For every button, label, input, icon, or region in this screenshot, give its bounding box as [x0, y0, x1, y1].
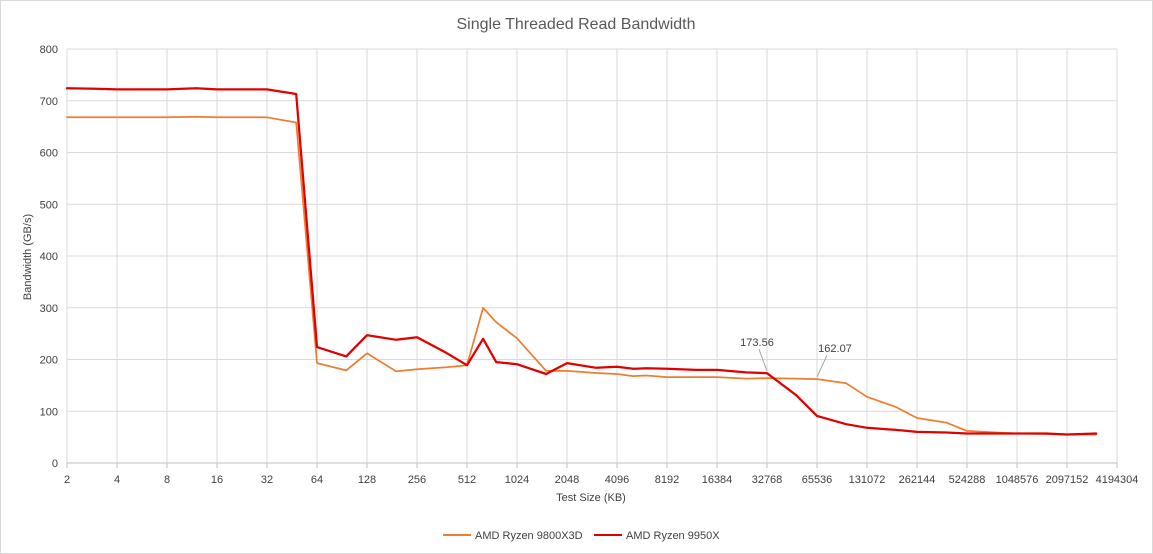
y-tick-label: 400	[40, 251, 58, 263]
x-tick-label: 65536	[802, 474, 833, 486]
legend-label: AMD Ryzen 9950X	[626, 530, 720, 542]
y-tick-label: 800	[40, 44, 58, 56]
x-axis-title: Test Size (KB)	[556, 492, 626, 504]
x-tick-label: 16	[211, 474, 223, 486]
x-tick-label: 2	[64, 474, 70, 486]
y-tick-label: 0	[52, 458, 58, 470]
x-tick-label: 4194304	[1096, 474, 1139, 486]
x-tick-label: 2048	[555, 474, 579, 486]
y-axis-title: Bandwidth (GB/s)	[22, 214, 34, 300]
grid-layer	[66, 48, 1118, 464]
data-label-leader	[816, 354, 828, 378]
axis-layer: 0 100 200 300 400 500 600 700 800 2 4 8 16 32 64 128 256…	[40, 44, 1139, 486]
legend: AMD Ryzen 9800X3D AMD Ryzen 9950X	[443, 530, 720, 542]
x-tick-label: 16384	[702, 474, 733, 486]
data-label-leader	[758, 349, 768, 372]
data-label: 162.07	[818, 343, 852, 355]
series-line-9800x3d	[66, 115, 1098, 436]
x-tick-label: 131072	[849, 474, 886, 486]
annotation-layer: 173.56 162.07	[740, 337, 852, 378]
x-tick-label: 1048576	[996, 474, 1039, 486]
y-tick-label: 200	[40, 355, 58, 367]
x-tick-label: 32	[261, 474, 273, 486]
x-tick-label: 8192	[655, 474, 679, 486]
legend-label: AMD Ryzen 9800X3D	[475, 530, 583, 542]
x-tick-label: 262144	[899, 474, 936, 486]
data-label: 173.56	[740, 337, 774, 349]
x-tick-label: 1024	[505, 474, 529, 486]
y-tick-label: 300	[40, 303, 58, 315]
y-tick-label: 100	[40, 406, 58, 418]
x-tick-label: 128	[358, 474, 376, 486]
x-tick-label: 64	[311, 474, 323, 486]
y-tick-label: 700	[40, 96, 58, 108]
y-tick-label: 500	[40, 199, 58, 211]
x-tick-label: 4096	[605, 474, 629, 486]
x-tick-label: 2097152	[1046, 474, 1089, 486]
x-tick-label: 4	[114, 474, 120, 486]
chart-title: Single Threaded Read Bandwidth	[457, 16, 696, 33]
y-tick-label: 600	[40, 148, 58, 160]
x-tick-label: 524288	[949, 474, 986, 486]
series-line-9950x	[65, 87, 1098, 436]
x-tick-label: 256	[408, 474, 426, 486]
series-layer	[65, 87, 1098, 436]
x-tick-label: 32768	[752, 474, 783, 486]
x-tick-label: 8	[164, 474, 170, 486]
x-tick-label: 512	[458, 474, 476, 486]
